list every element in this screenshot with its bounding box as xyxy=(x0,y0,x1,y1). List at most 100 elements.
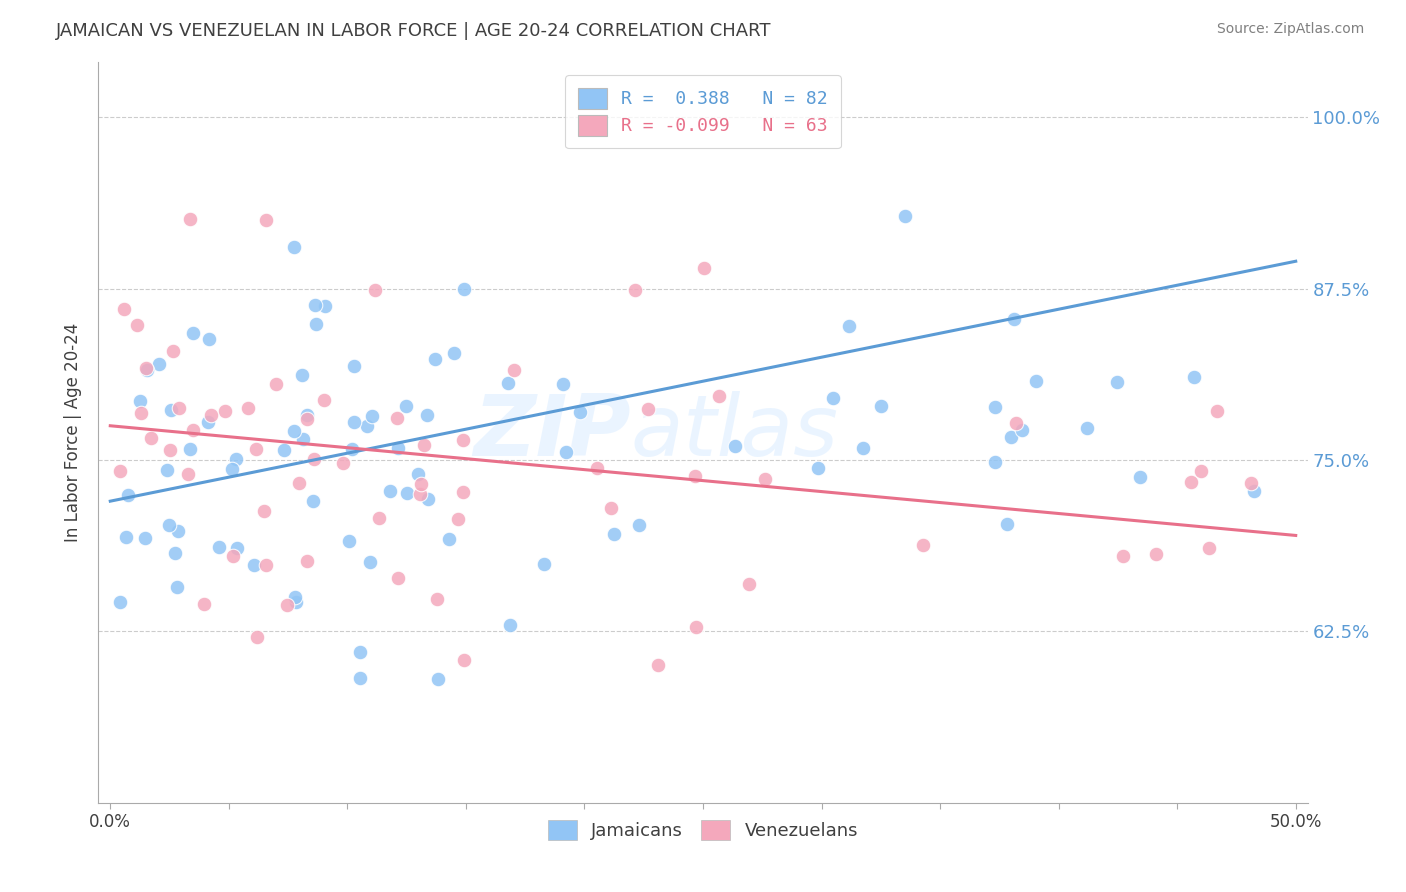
Point xyxy=(807,460,830,475)
Point xyxy=(254,558,277,572)
Point xyxy=(214,404,236,418)
Point xyxy=(156,463,179,477)
Point xyxy=(1105,375,1128,389)
Point xyxy=(569,405,592,419)
Point xyxy=(1076,420,1098,434)
Point xyxy=(302,494,325,508)
Point xyxy=(236,401,259,416)
Point xyxy=(166,524,188,539)
Point xyxy=(197,332,219,346)
Point xyxy=(387,571,409,585)
Point xyxy=(1011,423,1033,437)
Point xyxy=(443,346,465,360)
Point xyxy=(148,357,170,371)
Point xyxy=(693,261,716,276)
Point xyxy=(295,412,318,426)
Text: JAMAICAN VS VENEZUELAN IN LABOR FORCE | AGE 20-24 CORRELATION CHART: JAMAICAN VS VENEZUELAN IN LABOR FORCE | … xyxy=(56,22,772,40)
Point xyxy=(163,546,186,560)
Point xyxy=(1002,312,1025,326)
Legend: Jamaicans, Venezuelans: Jamaicans, Venezuelans xyxy=(538,812,868,849)
Text: Source: ZipAtlas.com: Source: ZipAtlas.com xyxy=(1216,22,1364,37)
Point xyxy=(984,400,1007,414)
Point xyxy=(110,595,132,609)
Point xyxy=(416,408,439,422)
Point xyxy=(406,467,429,482)
Point xyxy=(413,437,436,451)
Point xyxy=(129,406,152,420)
Point xyxy=(343,415,366,429)
Point xyxy=(395,486,418,500)
Point xyxy=(339,533,361,548)
Point xyxy=(181,423,204,437)
Point xyxy=(283,240,305,254)
Point xyxy=(242,558,264,572)
Point xyxy=(870,399,893,413)
Point xyxy=(254,212,277,227)
Point xyxy=(117,488,139,502)
Point xyxy=(1243,483,1265,498)
Point xyxy=(637,401,659,416)
Point xyxy=(208,540,231,554)
Point xyxy=(1005,416,1028,430)
Point xyxy=(193,598,215,612)
Point xyxy=(295,554,318,568)
Point xyxy=(297,409,319,423)
Point xyxy=(1129,469,1152,483)
Point xyxy=(724,439,747,453)
Point xyxy=(387,441,409,455)
Point xyxy=(409,477,432,491)
Point xyxy=(245,442,267,456)
Point xyxy=(110,464,132,478)
Point xyxy=(200,408,222,422)
Point xyxy=(314,299,336,313)
Point xyxy=(385,410,408,425)
Point xyxy=(683,468,706,483)
Point xyxy=(221,549,243,563)
Point xyxy=(283,425,305,439)
Point xyxy=(292,432,315,446)
Point xyxy=(139,431,162,445)
Point xyxy=(349,645,371,659)
Point xyxy=(135,361,157,376)
Point xyxy=(453,653,475,667)
Point xyxy=(159,442,181,457)
Point xyxy=(226,541,249,555)
Point xyxy=(291,368,314,382)
Point xyxy=(600,500,623,515)
Y-axis label: In Labor Force | Age 20-24: In Labor Force | Age 20-24 xyxy=(65,323,83,542)
Point xyxy=(305,317,328,331)
Point xyxy=(135,362,157,376)
Point xyxy=(1025,374,1047,388)
Point xyxy=(447,512,470,526)
Point xyxy=(912,538,935,552)
Point xyxy=(367,511,389,525)
Point xyxy=(995,517,1018,532)
Point xyxy=(356,418,378,433)
Point xyxy=(533,557,555,571)
Point xyxy=(287,475,309,490)
Point xyxy=(302,452,325,467)
Point xyxy=(1000,430,1022,444)
Point xyxy=(647,657,669,672)
Point xyxy=(343,359,366,373)
Point xyxy=(304,298,326,312)
Point xyxy=(160,403,183,417)
Point xyxy=(451,433,474,447)
Point xyxy=(498,376,520,390)
Point xyxy=(273,442,295,457)
Point xyxy=(167,401,190,415)
Point xyxy=(427,672,450,686)
Point xyxy=(502,363,524,377)
Point xyxy=(983,455,1005,469)
Text: atlas: atlas xyxy=(630,391,838,475)
Point xyxy=(437,532,460,546)
Point xyxy=(363,284,385,298)
Point xyxy=(125,318,148,333)
Point xyxy=(359,555,381,569)
Point xyxy=(179,211,201,226)
Point xyxy=(603,527,626,541)
Point xyxy=(852,441,875,455)
Point xyxy=(181,326,204,340)
Point xyxy=(312,392,335,407)
Point xyxy=(129,393,152,408)
